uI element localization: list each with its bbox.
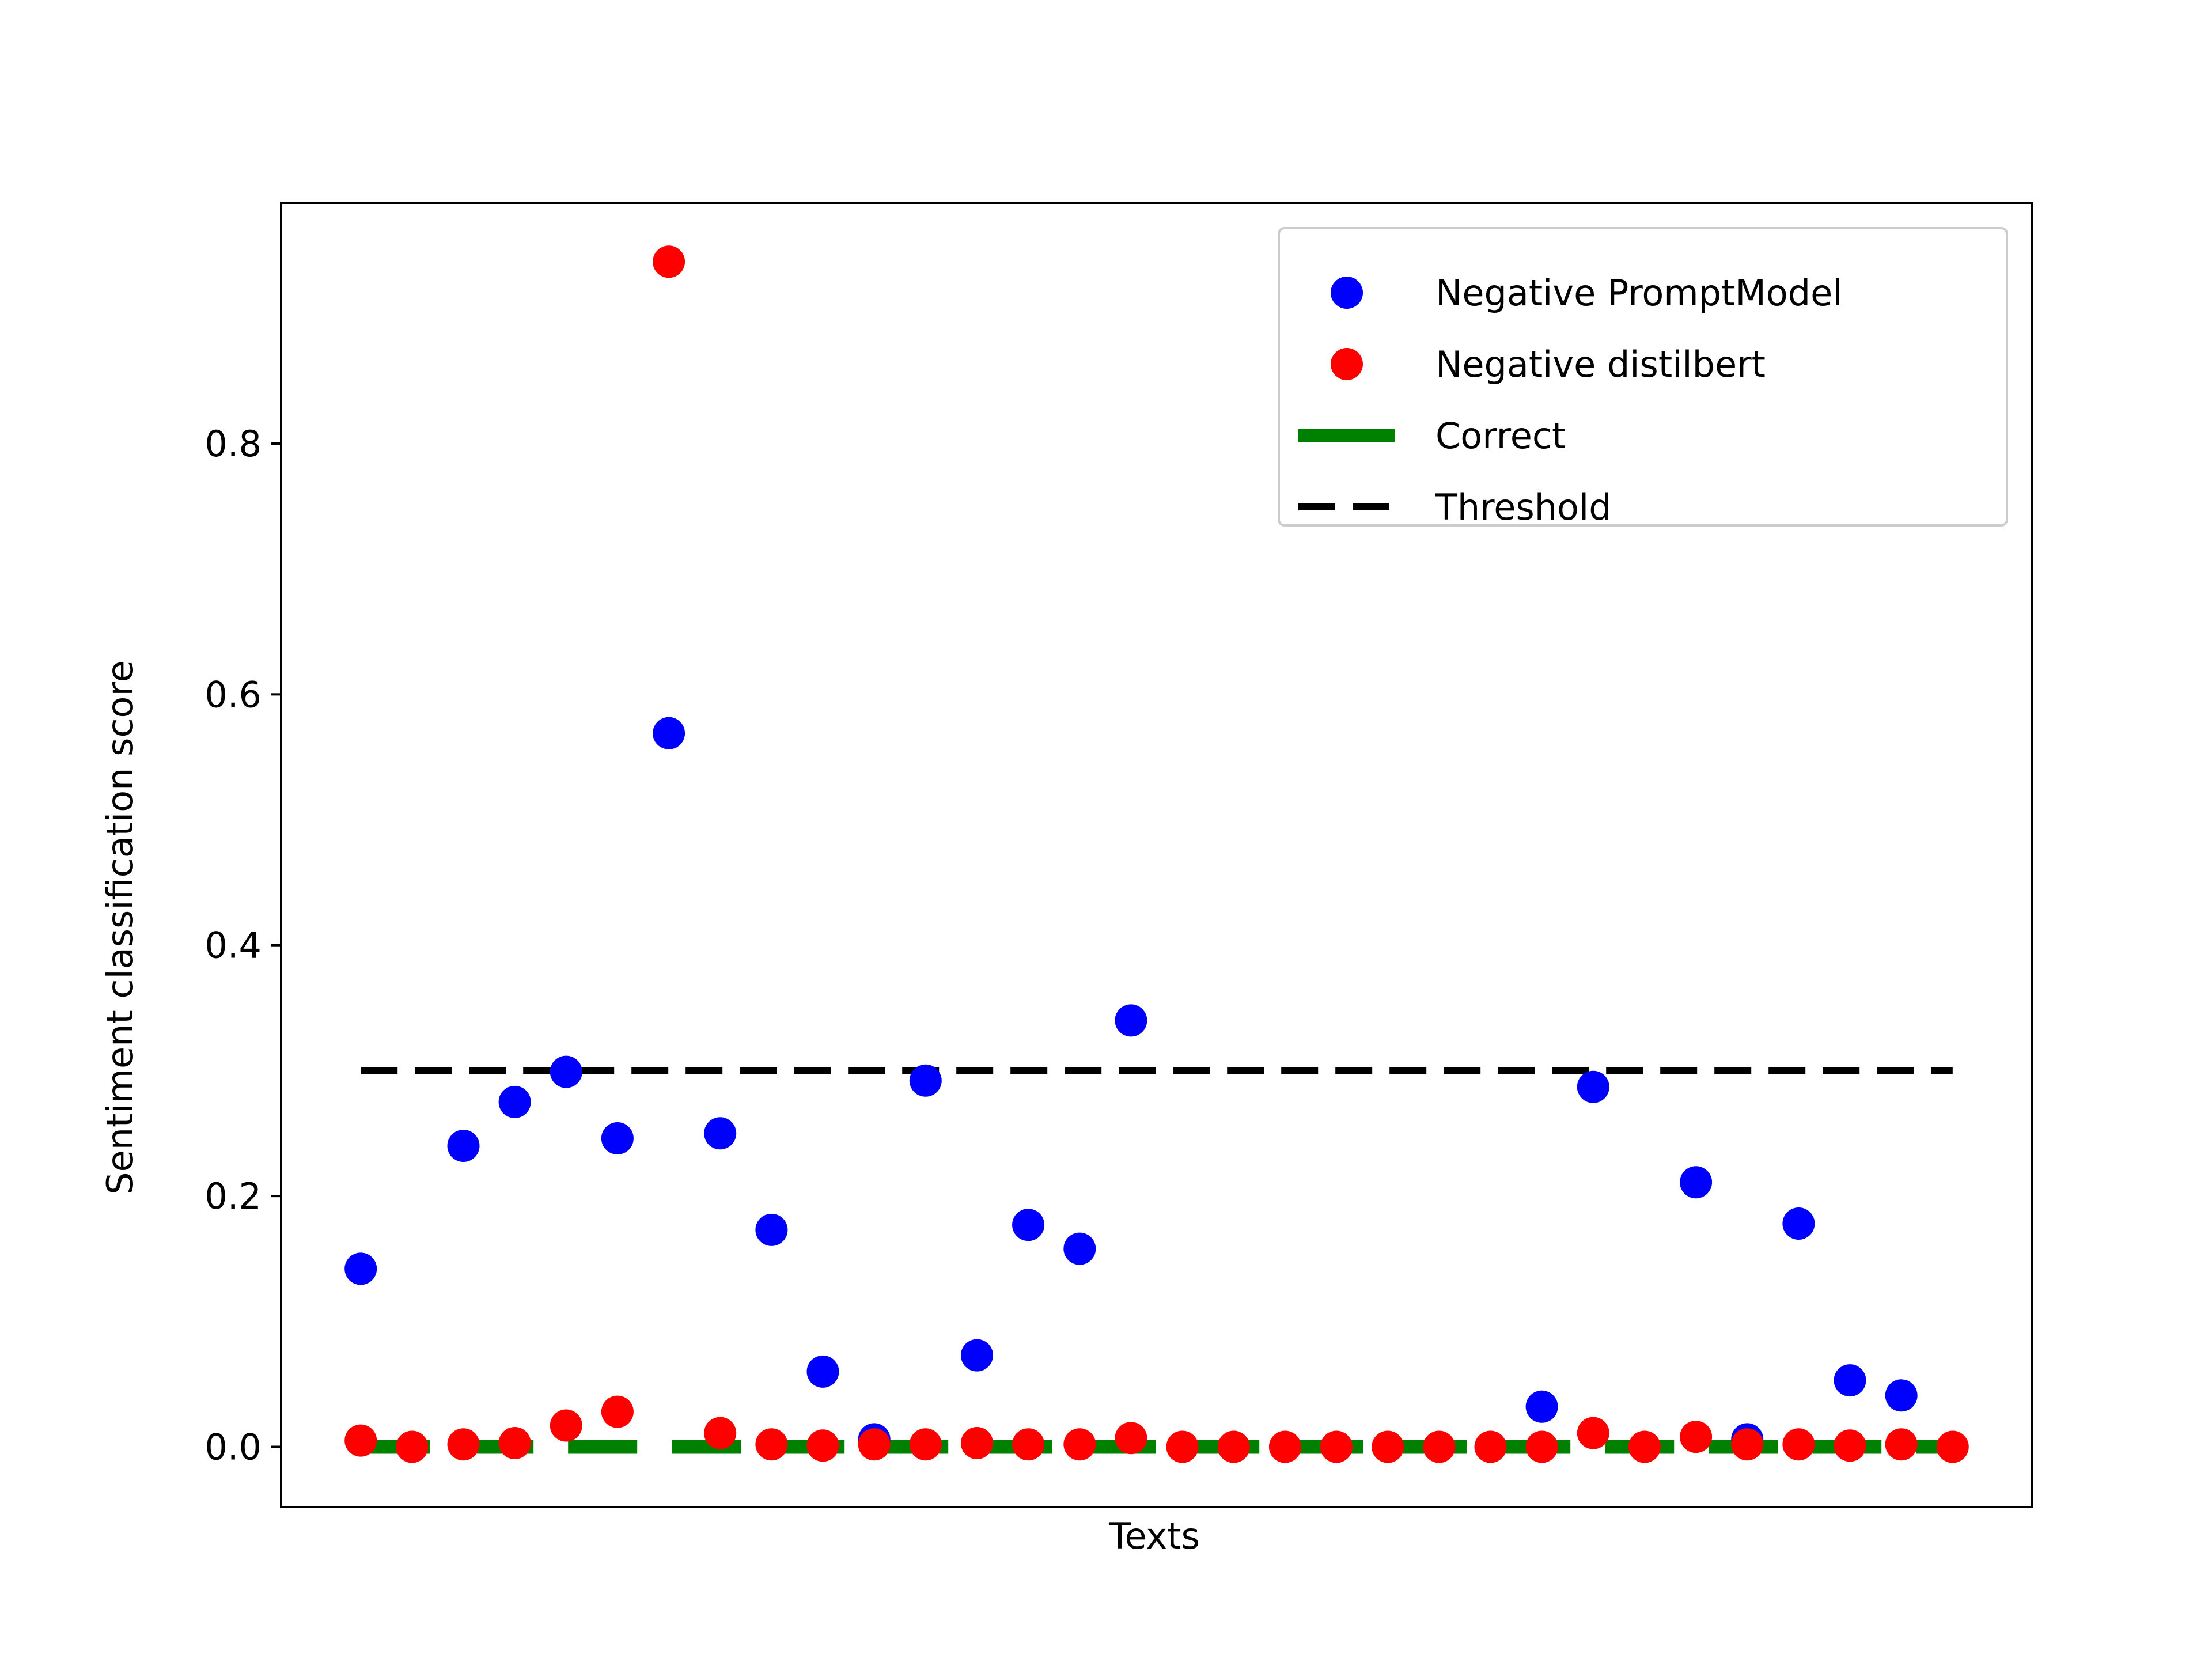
point-negative-distilbert-17 (1217, 1430, 1250, 1463)
point-negative-promptmodel-6 (653, 717, 685, 749)
point-negative-distilbert-3 (498, 1427, 531, 1459)
point-negative-distilbert-29 (1834, 1429, 1866, 1462)
legend-label-negative-distilbert: Negative distilbert (1435, 343, 1766, 385)
point-negative-distilbert-25 (1628, 1430, 1661, 1463)
axes: 0.0 0.2 0.4 0.6 0.8 (204, 202, 2033, 1508)
point-negative-distilbert-21 (1423, 1430, 1456, 1463)
point-negative-promptmodel-12 (961, 1339, 993, 1372)
legend-label-threshold: Threshold (1435, 486, 1612, 528)
point-negative-distilbert-20 (1372, 1430, 1404, 1463)
point-negative-promptmodel-4 (550, 1055, 582, 1088)
point-negative-distilbert-23 (1525, 1430, 1558, 1463)
point-negative-distilbert-8 (755, 1428, 788, 1461)
point-negative-distilbert-26 (1680, 1421, 1713, 1453)
y-tick-label: 0.4 (204, 925, 262, 967)
point-negative-promptmodel-14 (1063, 1232, 1096, 1265)
point-negative-distilbert-27 (1731, 1428, 1764, 1461)
point-negative-distilbert-13 (1012, 1428, 1045, 1461)
legend: Negative PromptModel Negative distilbert C… (1278, 227, 2008, 528)
point-negative-distilbert-18 (1268, 1430, 1301, 1463)
point-negative-promptmodel-26 (1680, 1166, 1713, 1199)
point-negative-promptmodel-28 (1782, 1207, 1815, 1240)
legend-label-negative-promptmodel: Negative PromptModel (1435, 272, 1843, 314)
point-negative-distilbert-4 (550, 1409, 582, 1442)
point-negative-promptmodel-0 (344, 1252, 377, 1285)
y-tick-label: 0.8 (204, 423, 262, 465)
point-negative-distilbert-0 (344, 1424, 377, 1457)
legend-marker-negative-distilbert (1331, 348, 1363, 380)
point-negative-distilbert-12 (961, 1427, 993, 1459)
point-negative-promptmodel-11 (909, 1064, 942, 1097)
point-negative-distilbert-6 (653, 245, 685, 278)
point-negative-promptmodel-29 (1834, 1364, 1866, 1397)
point-negative-promptmodel-3 (498, 1085, 531, 1118)
point-negative-distilbert-10 (858, 1428, 891, 1461)
y-tick-label: 0.0 (204, 1426, 262, 1468)
point-negative-distilbert-22 (1474, 1430, 1507, 1463)
point-negative-promptmodel-30 (1885, 1379, 1918, 1412)
legend-box (1278, 227, 2008, 527)
point-negative-distilbert-30 (1885, 1428, 1918, 1461)
point-negative-distilbert-24 (1577, 1417, 1609, 1449)
axes-frame (280, 202, 2033, 1508)
legend-marker-negative-promptmodel (1331, 277, 1363, 309)
point-negative-promptmodel-5 (601, 1122, 634, 1154)
point-negative-distilbert-11 (909, 1428, 942, 1461)
point-negative-promptmodel-8 (755, 1213, 788, 1246)
y-tick-label: 0.2 (204, 1175, 262, 1217)
point-negative-promptmodel-9 (806, 1355, 839, 1388)
point-negative-distilbert-15 (1115, 1422, 1147, 1455)
point-negative-distilbert-14 (1063, 1428, 1096, 1461)
point-negative-distilbert-31 (1936, 1430, 1969, 1463)
y-tick-label: 0.6 (204, 673, 262, 715)
y-axis-label: Sentiment classification score (99, 660, 141, 1195)
point-negative-promptmodel-7 (704, 1117, 737, 1150)
point-negative-promptmodel-23 (1525, 1390, 1558, 1423)
legend-label-correct: Correct (1435, 415, 1566, 457)
point-negative-promptmodel-24 (1577, 1070, 1609, 1103)
point-negative-distilbert-1 (396, 1430, 429, 1463)
point-negative-promptmodel-15 (1115, 1004, 1147, 1037)
point-negative-distilbert-19 (1320, 1430, 1353, 1463)
point-negative-distilbert-16 (1166, 1430, 1199, 1463)
point-negative-distilbert-2 (447, 1428, 480, 1461)
point-negative-distilbert-5 (601, 1395, 634, 1428)
point-negative-distilbert-9 (806, 1429, 839, 1462)
point-negative-distilbert-28 (1782, 1428, 1815, 1461)
plot-area (344, 245, 1969, 1463)
x-axis-label: Texts (1108, 1515, 1200, 1557)
point-negative-promptmodel-13 (1012, 1209, 1045, 1241)
point-negative-distilbert-7 (704, 1417, 737, 1449)
point-negative-promptmodel-2 (447, 1130, 480, 1162)
